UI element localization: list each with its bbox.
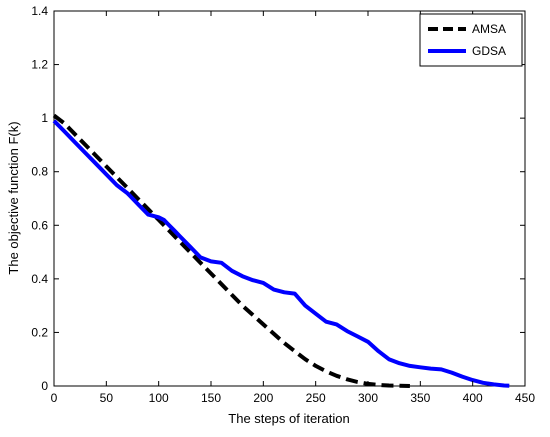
y-tick-label: 0.8 [31,165,48,179]
x-tick-label: 50 [100,391,114,405]
legend-box [419,13,523,67]
y-axis-label: The objective function F(k) [6,121,21,274]
x-tick-label: 350 [410,391,430,405]
y-tick-label: 0.4 [31,272,48,286]
series-line-amsa [52,113,410,388]
x-tick-label: 150 [201,391,221,405]
x-tick-label: 0 [51,391,58,405]
x-tick-label: 450 [515,391,535,405]
y-tick-label: 0.2 [31,325,48,339]
plot-frame [53,10,526,387]
x-tick-label: 250 [306,391,326,405]
y-tick-label: 1.4 [31,4,48,18]
x-tick-label: 100 [149,391,169,405]
x-axis-label: The steps of iteration [228,411,349,426]
legend-label-gdsa: GDSA [472,44,506,58]
legend-label-amsa: AMSA [472,22,506,36]
axes [53,10,526,387]
x-tick-label: 300 [358,391,378,405]
series-line-gdsa [52,119,510,388]
ticks: 0 50 100 150 200 250 300 350 400 450 0 0.2 0.4 0.6 0.8… [31,4,535,405]
x-tick-label: 200 [253,391,273,405]
y-tick-label: 0 [41,379,48,393]
y-tick-label: 0.6 [31,218,48,232]
legend: AMSA GDSA [419,13,523,67]
x-tick-label: 400 [463,391,483,405]
y-tick-label: 1 [41,111,48,125]
series-layer [52,113,510,388]
y-tick-label: 1.2 [31,58,48,72]
